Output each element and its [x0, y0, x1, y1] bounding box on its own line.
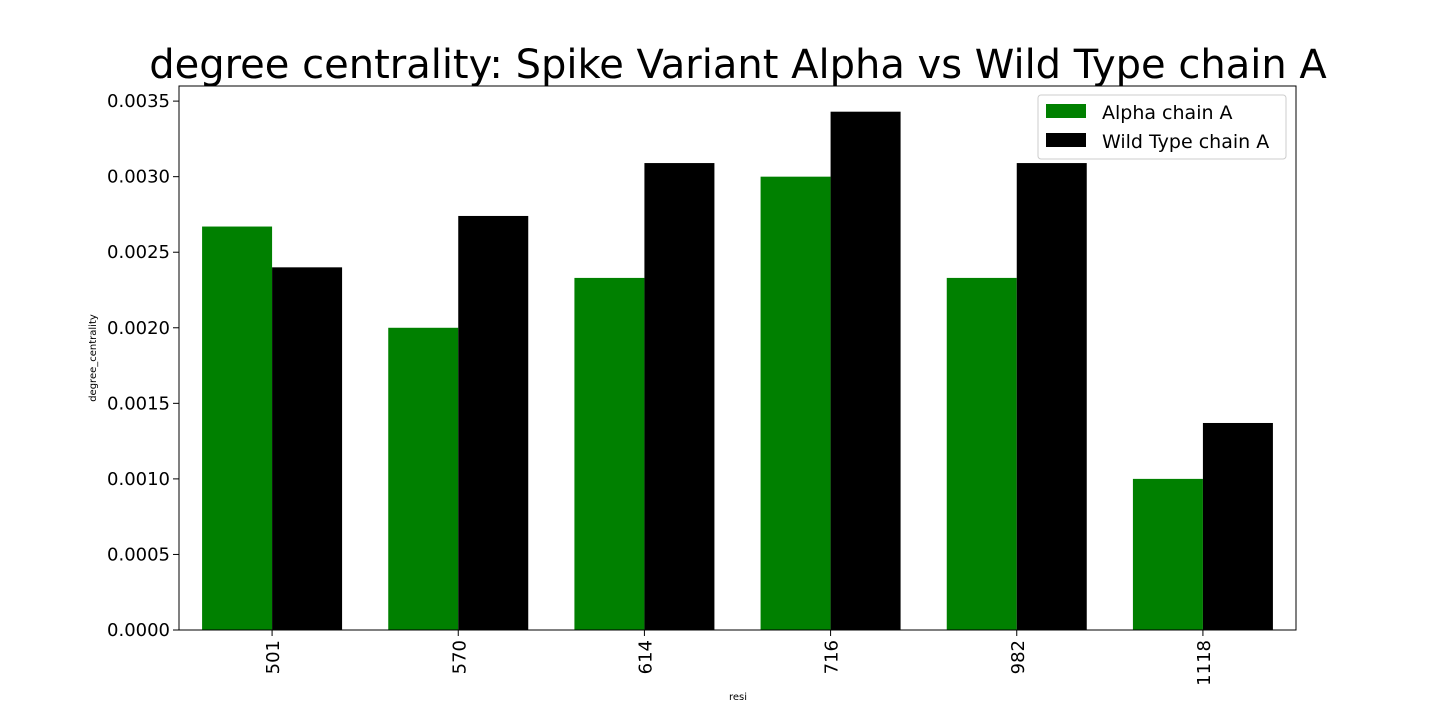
bar-wild-type-716	[830, 111, 901, 630]
bars-layer	[202, 111, 1273, 631]
y-tick-label: 0.0010	[107, 469, 170, 490]
x-axis: 501 570 614 716 982 1118	[263, 630, 1215, 686]
y-tick-label: 0.0035	[107, 91, 170, 112]
y-tick-label: 0.0015	[107, 393, 170, 414]
legend-swatch-wild-type	[1046, 133, 1086, 147]
legend-swatch-alpha	[1046, 104, 1086, 118]
legend-box	[1037, 94, 1287, 160]
y-tick-label: 0.0025	[107, 242, 170, 263]
y-tick-label: 0.0000	[107, 620, 170, 641]
y-tick-label: 0.0020	[107, 318, 170, 339]
bar-wild-type-982	[1016, 163, 1087, 631]
bar-wild-type-1118	[1202, 422, 1273, 630]
x-tick-label: 570	[449, 640, 470, 674]
y-tick-label: 0.0030	[107, 167, 170, 188]
y-axis-label: degree_centrality	[88, 314, 99, 402]
bar-alpha-1118	[1132, 478, 1203, 630]
bar-wild-type-570	[458, 215, 529, 630]
y-axis: 0.0000 0.0005 0.0010 0.0015 0.0020 0.0025 0.00…	[107, 91, 179, 641]
x-tick-label: 501	[263, 640, 284, 674]
x-tick-label: 1118	[1194, 640, 1215, 686]
legend: Alpha chain A Wild Type chain A	[1037, 94, 1287, 160]
bar-alpha-982	[946, 277, 1017, 630]
legend-label-wild-type: Wild Type chain A	[1102, 131, 1269, 153]
bar-wild-type-614	[644, 163, 715, 631]
bar-wild-type-501	[272, 267, 343, 630]
x-tick-label: 716	[822, 640, 843, 674]
plot-frame	[178, 85, 1297, 631]
x-tick-label: 614	[635, 640, 656, 674]
bar-alpha-570	[388, 327, 459, 630]
chart-title: degree centrality: Spike Variant Alpha v…	[149, 42, 1327, 88]
y-tick-label: 0.0005	[107, 544, 170, 565]
bar-alpha-716	[760, 176, 831, 630]
bar-alpha-501	[202, 226, 273, 631]
x-axis-label: resi	[729, 692, 747, 703]
legend-label-alpha: Alpha chain A	[1102, 102, 1233, 124]
x-tick-label: 982	[1008, 640, 1029, 674]
bar-alpha-614	[574, 277, 645, 630]
